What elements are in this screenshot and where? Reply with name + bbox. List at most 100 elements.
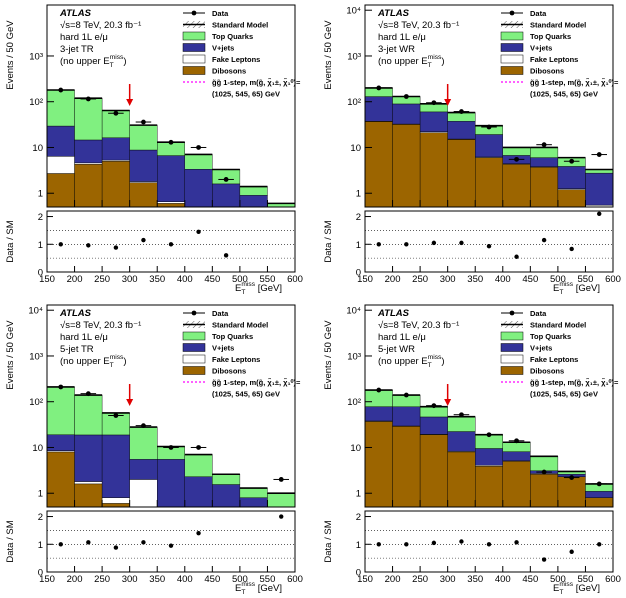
selection-note-sub: T: [110, 62, 114, 69]
data-point: [431, 403, 437, 409]
data-point: [278, 477, 284, 482]
stack-bar: [47, 156, 75, 174]
y-axis-label: Events / 50 GeV: [323, 320, 334, 390]
data-point: [541, 469, 547, 475]
ratio-point: [113, 545, 119, 550]
x-tick-label: 600: [605, 274, 621, 285]
stack-bar: [447, 451, 476, 507]
ratio-y-tick-label: 2: [356, 212, 361, 223]
ratio-y-axis-label: Data / SM: [323, 520, 334, 562]
stack-bar: [239, 186, 268, 196]
legend-swatch: [182, 354, 206, 364]
x-tick-label: 600: [287, 274, 303, 285]
stack-bar: [212, 183, 241, 207]
x-tick-label: 550: [578, 274, 594, 285]
x-tick-label: 150: [357, 274, 373, 285]
ratio-y-tick-label: 0: [356, 568, 361, 579]
data-point: [223, 177, 229, 182]
selection-note-base: (no upper E: [378, 356, 428, 367]
y-tick-label: 1: [38, 489, 43, 500]
x-tick-label: 350: [149, 274, 165, 285]
stack-bar: [475, 448, 503, 466]
y-tick-label: 10³: [29, 351, 43, 362]
y-tick-label: 10: [32, 443, 43, 454]
stack-bar: [585, 491, 613, 498]
x-axis-label-base: E: [235, 283, 241, 294]
legend-note: (1025, 545, 65) GeV: [530, 90, 598, 99]
x-axis-label-base: E: [553, 583, 559, 594]
x-tick-label: 200: [67, 574, 83, 585]
stack-bar: [129, 124, 158, 151]
ratio-point: [404, 542, 409, 547]
stack-bar: [74, 164, 103, 207]
ratio-point: [431, 240, 437, 246]
selection-note-rest: ): [441, 56, 444, 67]
panel: 1 10 10² 10³ 10⁴ 0 1 2 150 200 250 300 350 400 450 500 5…: [5, 304, 303, 596]
stack-bar: [557, 166, 586, 189]
x-axis-label-rest: [GeV]: [255, 583, 282, 594]
data-point: [196, 445, 201, 450]
stack-bar: [184, 154, 213, 170]
legend-swatch: [500, 354, 524, 364]
x-tick-label: 350: [467, 574, 483, 585]
legend-label: Dibosons: [212, 67, 246, 76]
y-tick-label: 10²: [29, 97, 43, 108]
legend-label: Top Quarks: [530, 332, 571, 341]
x-tick-label: 150: [39, 274, 55, 285]
selection-note: (no upper ETmiss): [60, 54, 127, 69]
ratio-point: [597, 211, 602, 216]
stack-bar: [419, 406, 448, 418]
selection-note: (no upper ETmiss): [378, 54, 445, 69]
x-axis-label-sup: miss: [241, 581, 255, 588]
stack-bar: [267, 493, 295, 507]
x-tick-label: 350: [467, 274, 483, 285]
stack-bar: [447, 431, 476, 452]
stack-bar: [129, 149, 158, 182]
x-tick-label: 550: [578, 574, 594, 585]
x-tick-label: 250: [94, 274, 110, 285]
stack-bar: [392, 103, 421, 125]
selection-note-base: (no upper E: [378, 56, 428, 67]
legend-swatch: [182, 43, 206, 52]
panel: 1 10 10² 10³ 10⁴ 0 1 2 150 200 250 300 350 400 450 500 5…: [323, 4, 621, 296]
stack-bar: [129, 459, 158, 480]
stack-bar: [502, 164, 531, 207]
x-tick-label: 300: [440, 574, 456, 585]
stack-bar: [392, 124, 421, 207]
x-tick-label: 250: [94, 574, 110, 585]
y-tick-label: 10⁴: [28, 306, 43, 317]
ratio-y-tick-label: 1: [356, 240, 361, 251]
data-point: [168, 445, 174, 450]
legend-label: Fake Leptons: [530, 55, 578, 64]
stack-bar: [47, 434, 75, 451]
annotation: √s=8 TeV, 20.3 fb⁻¹: [378, 20, 459, 31]
x-tick-label: 450: [204, 274, 220, 285]
stack-bar: [365, 406, 393, 422]
y-tick-label: 10²: [29, 397, 43, 408]
y-axis-label: Events / 50 GeV: [5, 320, 16, 390]
y-tick-label: 1: [38, 189, 43, 200]
selection-note-sup: miss: [110, 354, 124, 361]
data-point: [569, 158, 575, 164]
legend-swatch: [182, 343, 206, 352]
selection-note-sup: miss: [428, 54, 442, 61]
stack-bar: [530, 456, 559, 471]
plot-area: [47, 384, 295, 507]
legend-label: Data: [530, 9, 547, 18]
stack-bar: [530, 157, 559, 167]
stack-bar: [475, 465, 503, 507]
panel: 1 10 10² 10³ 0 1 2 150 200 250 300 350 400 450 500 550 6…: [5, 4, 303, 296]
annotation: 3-jet TR: [60, 44, 94, 55]
selection-note-rest: ): [123, 356, 126, 367]
stack-bar: [392, 426, 421, 507]
x-tick-label: 550: [260, 574, 276, 585]
data-point: [141, 119, 146, 125]
x-tick-label: 450: [204, 574, 220, 585]
stack-bar: [101, 161, 130, 207]
x-tick-label: 200: [385, 574, 401, 585]
data-point: [514, 156, 519, 162]
x-tick-label: 600: [287, 574, 303, 585]
x-tick-label: 400: [495, 574, 511, 585]
ratio-point: [459, 240, 464, 246]
ratio-point: [514, 540, 519, 545]
